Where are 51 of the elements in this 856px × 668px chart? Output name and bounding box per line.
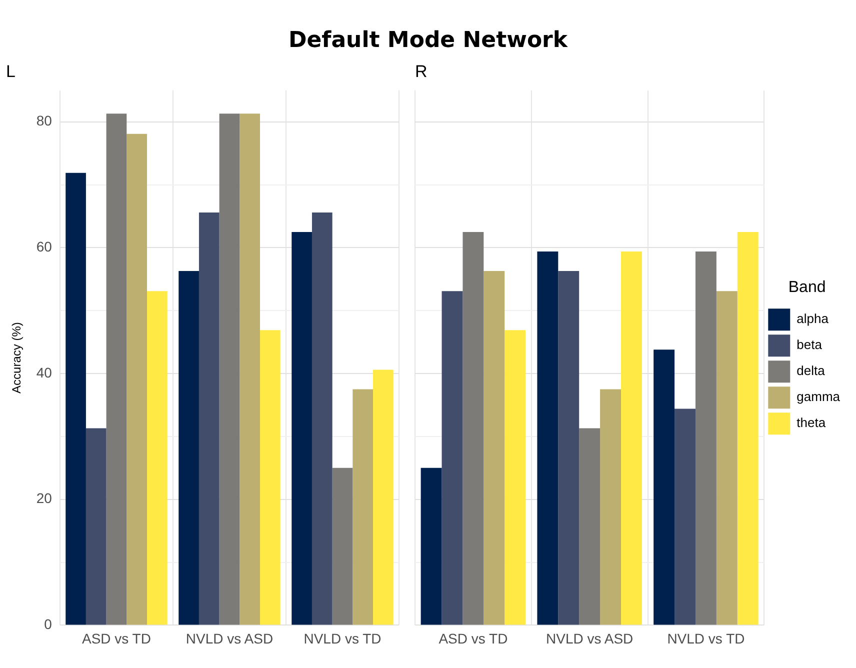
bar (442, 291, 463, 625)
bar (352, 389, 374, 625)
bar (86, 428, 106, 625)
legend-label: gamma (796, 389, 841, 404)
chart-title: Default Mode Network (287, 28, 569, 53)
bar (621, 251, 642, 625)
bar (219, 114, 240, 625)
x-tick-label: ASD vs TD (82, 630, 151, 646)
bar (126, 134, 147, 625)
legend-title: Band (788, 278, 826, 296)
bar (373, 370, 394, 625)
bar (537, 251, 558, 625)
chart-subtitle: R (415, 62, 428, 81)
x-tick-label: NVLD vs TD (667, 630, 745, 646)
bar (420, 468, 442, 625)
bar (695, 251, 716, 625)
x-tick-label: NVLD vs ASD (546, 630, 634, 646)
bar (260, 330, 280, 625)
bar (674, 408, 696, 625)
chart-subtitle: L (6, 62, 16, 81)
legend-label: delta (796, 363, 826, 378)
bar (178, 270, 199, 625)
legend-label: alpha (796, 311, 830, 326)
bar (737, 232, 758, 625)
bar (240, 114, 260, 625)
bar (654, 350, 675, 625)
y-tick-label: 80 (36, 112, 52, 129)
bar (146, 291, 168, 625)
x-tick-label: NVLD vs ASD (186, 630, 274, 646)
y-tick-label: 60 (36, 238, 52, 255)
x-tick-label: NVLD vs TD (304, 630, 382, 646)
bar (312, 212, 332, 625)
bar (716, 291, 738, 625)
bar (484, 270, 505, 625)
bar (504, 330, 526, 625)
bar (462, 232, 484, 625)
bar (198, 212, 220, 625)
bar (600, 389, 621, 625)
legend-label: theta (796, 415, 826, 430)
x-tick-label: ASD vs TD (438, 630, 508, 646)
bar (332, 468, 353, 625)
bar (579, 428, 600, 625)
bar (66, 172, 86, 625)
legend-label: beta (796, 337, 823, 352)
bar (292, 232, 312, 625)
bar (106, 114, 127, 625)
y-axis-title: Accuracy (%) (10, 322, 24, 394)
bar (558, 270, 580, 625)
y-tick-label: 40 (36, 364, 52, 380)
y-tick-label: 20 (36, 490, 52, 506)
y-tick-label: 0 (44, 616, 52, 632)
